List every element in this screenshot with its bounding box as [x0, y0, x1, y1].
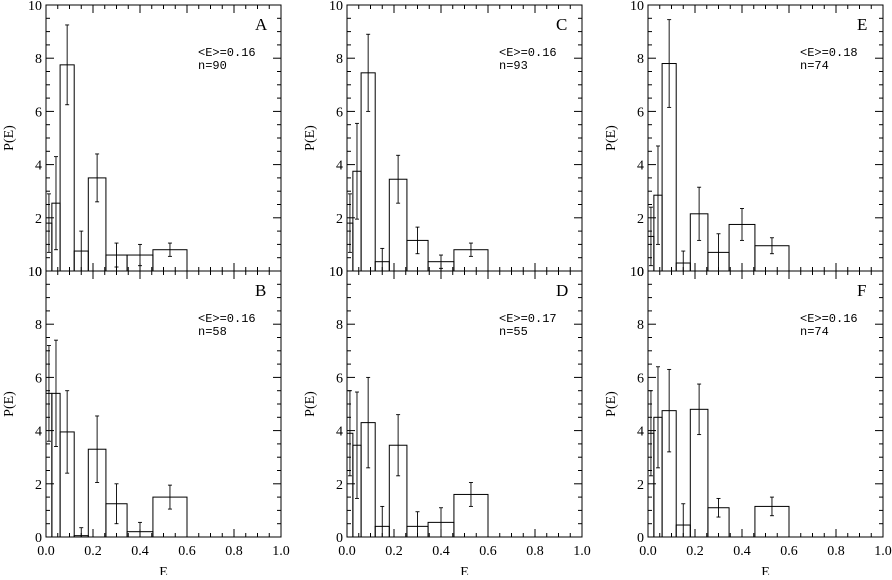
y-tick-label: 8 — [35, 318, 42, 333]
y-tick-label: 6 — [637, 371, 644, 386]
y-axis-label: P(E) — [604, 125, 619, 151]
x-tick-label: 1.0 — [874, 544, 892, 559]
y-tick-label: 10 — [329, 265, 343, 280]
stats-text: n=58 — [198, 325, 227, 339]
x-tick-label: 0.2 — [84, 544, 102, 559]
y-tick-label: 0 — [637, 265, 644, 280]
y-tick-label: 10 — [630, 265, 644, 280]
x-axis-label: E — [460, 565, 469, 575]
stats-text: <E>=0.16 — [499, 46, 557, 60]
panel-f: 0 2 4 6 8 10 0.0 0.2 0.4 0.6 0.8 1.0 P(E) E F <E>=0.16n… — [604, 265, 892, 580]
y-tick-label: 6 — [336, 371, 343, 386]
panel-label: B — [255, 281, 266, 300]
x-tick-label: 1.0 — [573, 544, 591, 559]
x-tick-label: 0.6 — [780, 544, 798, 559]
y-axis-label: P(E) — [303, 391, 318, 417]
y-tick-label: 2 — [336, 212, 343, 227]
y-tick-label: 2 — [35, 478, 42, 493]
y-axis-label: P(E) — [2, 125, 17, 151]
stats-text: n=74 — [800, 59, 829, 73]
x-tick-label: 0.4 — [432, 544, 450, 559]
y-tick-label: 0 — [35, 265, 42, 280]
y-tick-label: 2 — [637, 478, 644, 493]
panel-label: A — [255, 15, 268, 34]
stats-text: <E>=0.16 — [800, 312, 858, 326]
panel-e-frame — [647, 4, 884, 272]
x-tick-label: 0.4 — [733, 544, 751, 559]
x-tick-label: 0.8 — [225, 544, 243, 559]
y-tick-label: 6 — [637, 105, 644, 120]
x-tick-label: 1.0 — [272, 544, 290, 559]
y-tick-label: 10 — [329, 0, 343, 14]
stats-text: <E>=0.18 — [800, 46, 858, 60]
panel-label: D — [556, 281, 568, 300]
y-tick-label: 6 — [336, 105, 343, 120]
y-tick-label: 10 — [630, 0, 644, 14]
stats-text: n=90 — [198, 59, 227, 73]
stats-text: n=93 — [499, 59, 528, 73]
x-tick-label: 0.2 — [385, 544, 403, 559]
panel-label: C — [556, 15, 567, 34]
stats-text: <E>=0.16 — [198, 312, 256, 326]
x-tick-label: 0.0 — [639, 544, 657, 559]
y-tick-label: 6 — [35, 371, 42, 386]
y-axis-label: P(E) — [2, 391, 17, 417]
y-tick-label: 8 — [336, 318, 343, 333]
stats-text: n=55 — [499, 325, 528, 339]
x-tick-label: 0.6 — [479, 544, 497, 559]
panel-f-frame — [647, 270, 884, 538]
y-tick-label: 4 — [637, 159, 644, 174]
y-tick-label: 8 — [35, 52, 42, 67]
stats-text: <E>=0.17 — [499, 312, 557, 326]
panel-c: 0 2 4 6 8 10 P(E) C <E>=0.16n=93 — [303, 0, 583, 280]
x-tick-label: 0.0 — [37, 544, 55, 559]
panel-a: 0 2 4 6 8 10 P(E) A <E>=0.16n=90 — [2, 0, 282, 280]
panel-label: E — [857, 15, 867, 34]
y-tick-label: 4 — [336, 159, 343, 174]
y-tick-label: 8 — [336, 52, 343, 67]
x-tick-label: 0.2 — [686, 544, 704, 559]
x-tick-label: 0.8 — [827, 544, 845, 559]
panel-label: F — [857, 281, 866, 300]
x-tick-label: 0.6 — [178, 544, 196, 559]
panel-b: 0 2 4 6 8 10 0.0 0.2 0.4 0.6 0.8 1.0 P(E) E B <E>=0.16n… — [2, 265, 290, 580]
y-axis-label: P(E) — [604, 391, 619, 417]
y-tick-label: 10 — [28, 265, 42, 280]
x-tick-label: 0.8 — [526, 544, 544, 559]
y-tick-label: 6 — [35, 105, 42, 120]
stats-text: n=74 — [800, 325, 829, 339]
x-axis-label: E — [761, 565, 770, 575]
y-tick-label: 10 — [28, 0, 42, 14]
panel-e: 0 2 4 6 8 10 P(E) E <E>=0.18n=74 — [604, 0, 884, 280]
panel-d-frame — [346, 270, 583, 538]
y-tick-label: 0 — [336, 531, 343, 546]
x-tick-label: 0.0 — [338, 544, 356, 559]
y-tick-label: 2 — [336, 478, 343, 493]
y-tick-label: 4 — [637, 425, 644, 440]
y-tick-label: 4 — [336, 425, 343, 440]
y-tick-label: 8 — [637, 318, 644, 333]
panel-d: 0 2 4 6 8 10 0.0 0.2 0.4 0.6 0.8 1.0 P(E) E D <E>=0.17n… — [303, 265, 591, 580]
y-tick-label: 0 — [35, 531, 42, 546]
x-tick-label: 0.4 — [131, 544, 149, 559]
y-tick-label: 4 — [35, 425, 42, 440]
y-tick-label: 4 — [35, 159, 42, 174]
stats-text: <E>=0.16 — [198, 46, 256, 60]
panel-c-frame — [346, 4, 583, 272]
y-tick-label: 0 — [637, 531, 644, 546]
y-tick-label: 2 — [637, 212, 644, 227]
x-axis-label: E — [159, 565, 168, 575]
y-tick-label: 8 — [637, 52, 644, 67]
y-tick-label: 0 — [336, 265, 343, 280]
y-axis-label: P(E) — [303, 125, 318, 151]
y-tick-label: 2 — [35, 212, 42, 227]
